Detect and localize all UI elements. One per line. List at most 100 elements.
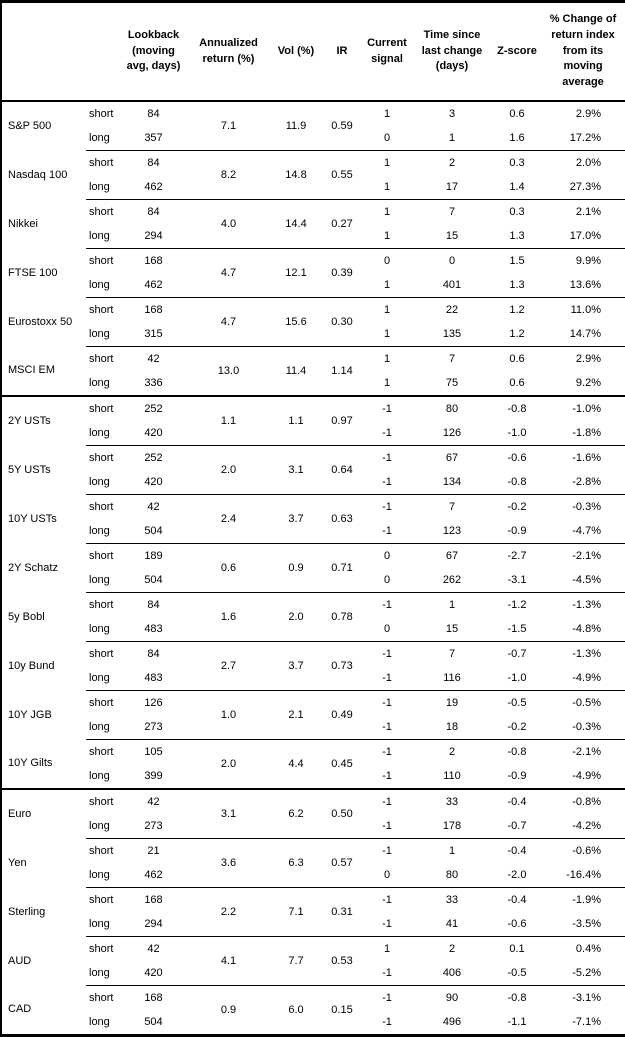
header-term [86, 1, 121, 102]
lookback-cell: 105 [121, 739, 186, 764]
current-signal-cell: 1 [383, 327, 391, 340]
lookback-cell: 84 [121, 199, 186, 224]
asset-name-cell: S&P 500 [1, 100, 86, 151]
lookback-cell: 42 [121, 788, 186, 814]
table-row-5y-usts-short: 5Y USTs short 252 2.0 3.1 0.64 -1 67 -0.6 -1.6% [1, 445, 625, 495]
zscore-cell: -1.0 [507, 426, 527, 439]
lookback-cell: 84 [121, 150, 186, 175]
time-since-cell: 134 [442, 475, 462, 488]
pct-change-cell: -1.0% [541, 395, 625, 421]
term-cell: long [89, 180, 110, 193]
annualized-return-cell: 2.0 [186, 739, 271, 789]
asset-name-cell: Sterling [8, 905, 46, 918]
vol-cell: 14.8 [271, 150, 321, 200]
vol-cell: 2.1 [271, 690, 321, 740]
table-row-2y-usts-long: long 420 -1 126 -1.0 -1.8% [1, 421, 625, 446]
header-lookback: Lookback (moving avg, days) [121, 1, 186, 102]
time-since-cell: 7 [411, 641, 493, 666]
asset-name-cell: 10Y Gilts [8, 757, 53, 770]
time-since-cell: 262 [442, 573, 462, 586]
term-cell: long [89, 229, 110, 242]
ir-cell: 0.15 [321, 985, 363, 1036]
time-since-cell: 1 [411, 592, 493, 617]
current-signal-cell: -1 [363, 985, 411, 1010]
vol-cell: 3.7 [271, 494, 321, 544]
term-cell: short [86, 690, 121, 715]
time-since-cell: 178 [442, 819, 462, 832]
current-signal-cell: 1 [363, 346, 411, 371]
lookback-cell: 42 [121, 936, 186, 961]
term-cell: short [86, 346, 121, 371]
lookback-cell: 168 [121, 297, 186, 322]
zscore-cell: -0.8 [507, 475, 527, 488]
pct-change-cell: 27.3% [569, 180, 601, 193]
lookback-cell: 462 [144, 278, 163, 291]
pct-change-cell: 17.0% [569, 229, 601, 242]
zscore-cell: -0.9 [507, 524, 527, 537]
term-cell: long [89, 278, 110, 291]
annualized-return-cell: 3.1 [186, 788, 271, 839]
ir-cell: 0.57 [321, 838, 363, 888]
vol-cell: 11.4 [271, 346, 321, 396]
current-signal-cell: 0 [383, 868, 391, 881]
vol-cell: 4.4 [271, 739, 321, 789]
asset-name-cell: 10Y JGB [8, 708, 52, 721]
time-since-cell: 7 [411, 494, 493, 519]
pct-change-cell: -3.1% [541, 985, 625, 1010]
current-signal-cell: 0 [363, 248, 411, 273]
vol-cell: 12.1 [271, 248, 321, 298]
table-row-5y-bobl-long: long 483 0 15 -1.5 -4.8% [1, 617, 625, 642]
ir-cell: 0.63 [321, 494, 363, 544]
pct-change-cell: -3.5% [572, 917, 601, 930]
pct-change-cell: -0.5% [541, 690, 625, 715]
zscore-cell: -0.9 [507, 769, 527, 782]
lookback-cell: 483 [144, 671, 163, 684]
vol-cell: 3.1 [271, 445, 321, 495]
current-signal-cell: -1 [382, 917, 392, 930]
current-signal-cell: 1 [383, 376, 391, 389]
annualized-return-cell: 0.6 [186, 543, 271, 593]
header-vol: Vol (%) [271, 1, 321, 102]
time-since-cell: 80 [411, 395, 493, 421]
pct-change-cell: 9.2% [575, 376, 601, 389]
ir-cell: 0.27 [321, 199, 363, 249]
time-since-cell: 0 [411, 248, 493, 273]
table-row-nikkei-short: Nikkei short 84 4.0 14.4 0.27 1 7 0.3 2.1% [1, 199, 625, 249]
current-signal-cell: -1 [382, 671, 392, 684]
table-row-nasdaq-100-long: long 462 1 17 1.4 27.3% [1, 175, 625, 200]
time-since-cell: 75 [445, 376, 459, 389]
table-row-eurostoxx-50-long: long 315 1 135 1.2 14.7% [1, 322, 625, 347]
ir-cell: 1.14 [321, 346, 363, 396]
pct-change-cell: 17.2% [569, 131, 601, 144]
time-since-cell: 496 [442, 1015, 462, 1028]
time-since-cell: 3 [411, 100, 493, 126]
table-row-aud-short: AUD short 42 4.1 7.7 0.53 1 2 0.1 0.4% [1, 936, 625, 986]
header-asset [1, 1, 86, 102]
zscore-cell: -0.2 [493, 494, 541, 519]
current-signal-cell: -1 [382, 524, 392, 537]
lookback-cell: 420 [144, 966, 163, 979]
current-signal-cell: 0 [363, 543, 411, 568]
current-signal-cell: -1 [363, 641, 411, 666]
pct-change-cell: -4.7% [572, 524, 601, 537]
pct-change-cell: -0.3% [541, 494, 625, 519]
term-cell: long [89, 1015, 110, 1028]
zscore-cell: 0.6 [509, 376, 525, 389]
table-row-ftse-100-long: long 462 1 401 1.3 13.6% [1, 273, 625, 298]
ir-cell: 0.55 [321, 150, 363, 200]
lookback-cell: 420 [144, 426, 163, 439]
vol-cell: 7.1 [271, 887, 321, 937]
term-cell: long [89, 376, 110, 389]
lookback-cell: 462 [144, 868, 163, 881]
ir-cell: 0.39 [321, 248, 363, 298]
annualized-return-cell: 8.2 [186, 150, 271, 200]
ir-cell: 0.30 [321, 297, 363, 347]
term-cell: short [86, 641, 121, 666]
pct-change-cell: -7.1% [572, 1015, 601, 1028]
table-row-yen-long: long 462 0 80 -2.0 -16.4% [1, 863, 625, 888]
zscore-cell: 0.6 [493, 346, 541, 371]
asset-name-cell: CAD [8, 1003, 32, 1016]
ir-cell: 0.71 [321, 543, 363, 593]
time-since-cell: 1 [448, 131, 456, 144]
